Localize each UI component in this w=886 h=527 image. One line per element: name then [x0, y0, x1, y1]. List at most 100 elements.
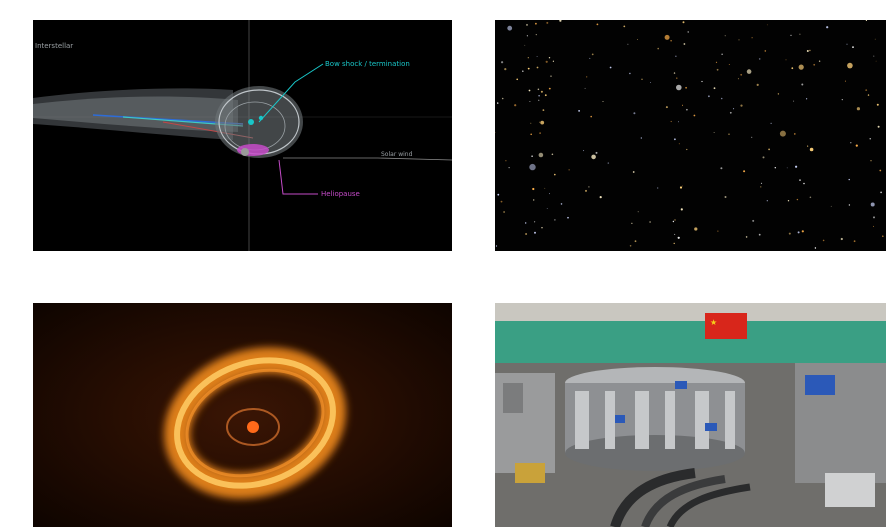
china-flag: [705, 313, 747, 339]
star-dot: [609, 66, 612, 69]
star-dot: [591, 154, 596, 160]
star-dot: [507, 25, 513, 31]
star-dot: [822, 239, 825, 242]
orange-ring: [164, 347, 346, 499]
star-dot: [806, 98, 808, 100]
star-dot: [649, 221, 651, 223]
inner-disk: [226, 408, 280, 446]
star-dot: [686, 148, 688, 151]
star-dot: [717, 230, 719, 232]
star-dot: [797, 231, 800, 234]
star-dot: [793, 100, 795, 102]
star-dot: [514, 104, 517, 107]
star-dot: [676, 84, 682, 91]
star-dot: [631, 222, 633, 224]
star-dot: [546, 208, 548, 210]
star-dot: [544, 187, 546, 189]
star-dot: [740, 104, 743, 107]
star-dot: [501, 97, 504, 100]
star-dot: [799, 33, 801, 35]
star-dot: [497, 193, 500, 196]
star-dot: [537, 88, 540, 91]
star-dot: [701, 80, 703, 83]
star-dot: [670, 40, 672, 42]
star-dot: [762, 156, 765, 159]
star-dot: [522, 70, 524, 72]
star-dot: [724, 35, 726, 37]
star-dot: [818, 60, 821, 62]
star-dot: [497, 102, 499, 104]
star-dot: [850, 142, 852, 144]
star-dot: [568, 169, 570, 171]
star-dot: [674, 138, 676, 141]
star-dot: [550, 75, 552, 77]
star-dot: [530, 133, 532, 136]
star-dot: [527, 67, 530, 70]
star-dot: [538, 99, 540, 101]
star-dot: [548, 57, 551, 59]
star-dot: [841, 99, 843, 101]
star-dot: [687, 31, 689, 33]
star-dot: [743, 170, 746, 173]
heliosphere-diagram-image[interactable]: Interstellar Bow shock / termination Sol…: [33, 20, 452, 251]
star-dot: [752, 219, 755, 222]
star-dot: [634, 240, 637, 243]
star-dot: [745, 236, 748, 238]
star-dot: [527, 57, 529, 59]
star-dot: [777, 93, 780, 95]
star-dot: [768, 148, 770, 151]
star-dot: [708, 95, 710, 98]
star-dot: [503, 211, 505, 213]
star-dot: [855, 144, 858, 147]
lab-machine-image[interactable]: ★: [495, 303, 886, 527]
star-dot: [716, 68, 719, 71]
star-dot: [560, 203, 563, 205]
star-dot: [856, 107, 860, 111]
star-dot: [546, 21, 549, 24]
star-dot: [794, 133, 796, 135]
star-dot: [740, 73, 743, 76]
star-dot: [795, 165, 798, 168]
star-dot: [848, 204, 851, 206]
star-dot: [877, 125, 880, 128]
star-dot: [847, 62, 853, 69]
star-dot: [591, 53, 594, 56]
star-dot: [873, 225, 874, 227]
ceiling: [495, 303, 886, 321]
lab-machine-svg: ★: [495, 303, 886, 527]
star-dot: [535, 22, 537, 25]
star-dot: [539, 132, 541, 134]
star-dot: [830, 205, 832, 207]
star-dot: [623, 25, 626, 28]
star-dot: [720, 97, 723, 100]
star-dot: [530, 122, 532, 124]
star-dot: [596, 23, 599, 26]
star-dot: [676, 77, 678, 79]
star-dot: [586, 76, 588, 78]
magenta-leader-line: [278, 159, 318, 195]
ring-nebula-image[interactable]: [33, 303, 452, 527]
star-dot: [796, 198, 799, 201]
star-dot: [814, 247, 817, 249]
star-dot: [873, 55, 875, 57]
star-dot: [673, 72, 676, 74]
deep-field-image[interactable]: [495, 20, 886, 251]
star-dot: [567, 216, 569, 219]
star-dot: [770, 122, 772, 124]
star-dot: [791, 67, 794, 70]
star-dot: [585, 189, 587, 192]
star-dot: [876, 103, 879, 106]
star-dot: [525, 233, 528, 235]
label-solar-wind: Solar wind: [381, 151, 413, 158]
star-dot: [541, 227, 543, 229]
star-dot: [508, 167, 510, 169]
star-dot: [539, 121, 541, 123]
star-dot: [544, 94, 547, 97]
star-dot: [682, 185, 683, 187]
star-dot: [677, 236, 680, 239]
star-dot: [500, 200, 503, 203]
star-dot: [799, 179, 801, 182]
star-dot: [738, 39, 740, 41]
star-dot: [657, 187, 659, 189]
star-dot: [683, 43, 686, 45]
